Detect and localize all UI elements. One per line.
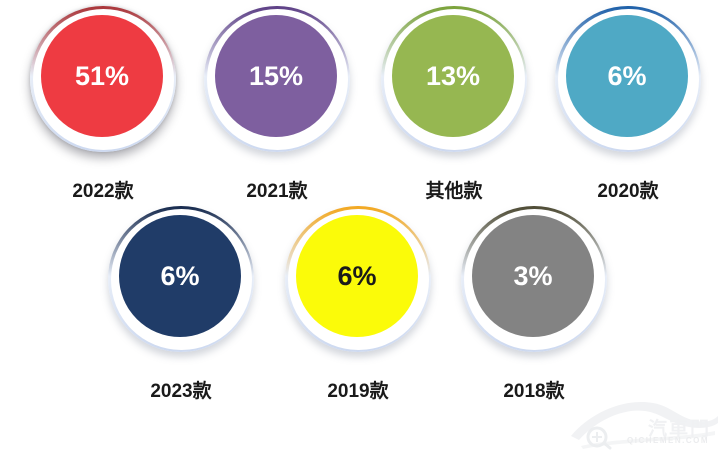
bubble-value: 51% bbox=[74, 60, 130, 91]
bubble-label: 2019款 bbox=[327, 381, 389, 402]
bubble-label: 2023款 bbox=[150, 381, 212, 402]
bubble-value: 13% bbox=[425, 60, 481, 91]
watermark: 汽車門 QICHEMEN.COM bbox=[567, 392, 719, 456]
bubble-label: 2020款 bbox=[597, 181, 659, 202]
bubble-label: 其他款 bbox=[425, 181, 483, 202]
watermark-brand: 汽車門 bbox=[647, 419, 711, 440]
watermark-domain: QICHEMEN.COM bbox=[627, 436, 709, 445]
bubble-disc: 6% bbox=[566, 15, 688, 137]
percent-bubble-2018: 3% 2018款 bbox=[459, 206, 609, 403]
percent-bubble-2020: 6% 2020款 bbox=[553, 6, 703, 203]
bubble-ring: 3% bbox=[461, 206, 607, 352]
percent-bubble-2022: 51% 2022款 bbox=[28, 6, 178, 203]
bubble-disc: 51% bbox=[41, 15, 163, 137]
bubble-disc: 15% bbox=[215, 15, 337, 137]
bubble-value: 3% bbox=[513, 260, 553, 291]
bubble-ring: 51% bbox=[30, 6, 176, 152]
bubble-value: 15% bbox=[248, 60, 304, 91]
percent-bubble-2021: 15% 2021款 bbox=[202, 6, 352, 203]
bubble-disc: 6% bbox=[296, 215, 418, 337]
bubble-label: 2022款 bbox=[72, 181, 134, 202]
car-logo-icon bbox=[571, 401, 718, 450]
bubble-ring: 15% bbox=[204, 6, 350, 152]
bubble-ring: 6% bbox=[285, 206, 431, 352]
bubble-label: 2021款 bbox=[246, 181, 308, 202]
percent-bubble-other: 13% 其他款 bbox=[379, 6, 529, 203]
bubble-ring: 6% bbox=[108, 206, 254, 352]
bubble-value: 6% bbox=[337, 260, 377, 291]
bubble-disc: 6% bbox=[119, 215, 241, 337]
percent-bubble-2023: 6% 2023款 bbox=[106, 206, 256, 403]
bubble-disc: 3% bbox=[472, 215, 594, 337]
bubble-ring: 13% bbox=[381, 6, 527, 152]
bubble-disc: 13% bbox=[392, 15, 514, 137]
bubble-value: 6% bbox=[607, 60, 647, 91]
percent-bubble-2019: 6% 2019款 bbox=[283, 206, 433, 403]
bubble-label: 2018款 bbox=[503, 381, 565, 402]
bubble-value: 6% bbox=[160, 260, 200, 291]
bubble-ring: 6% bbox=[555, 6, 701, 152]
